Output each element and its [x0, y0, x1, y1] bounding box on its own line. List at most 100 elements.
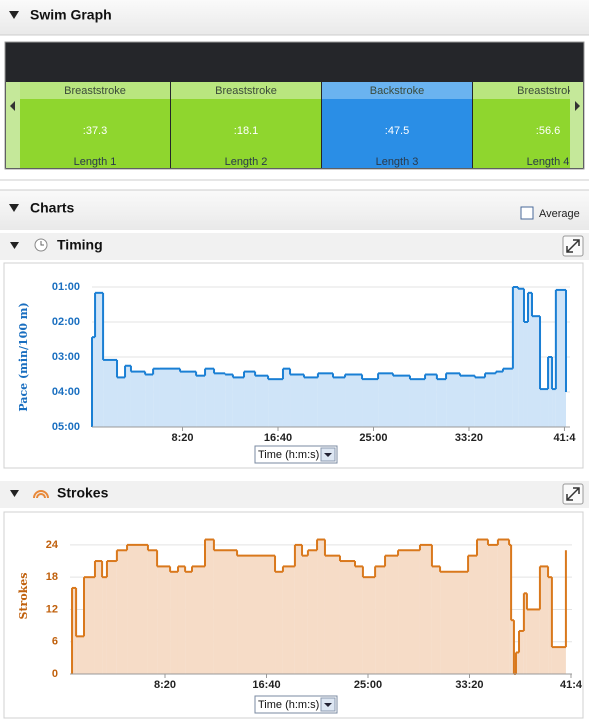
- step-area: [196, 375, 206, 427]
- section-header: [0, 0, 589, 35]
- collapse-arrow[interactable]: [10, 490, 19, 497]
- step-area: [511, 620, 514, 674]
- step-area: [392, 375, 410, 427]
- collapse-arrow[interactable]: [10, 242, 19, 249]
- x-selector[interactable]: [254, 445, 338, 464]
- step-area: [145, 374, 154, 427]
- step-area: [495, 371, 503, 427]
- stroke-band: [322, 82, 472, 99]
- expand-icon: [566, 239, 580, 253]
- step-area: [237, 555, 276, 674]
- y-tick-label: 03:00: [52, 351, 80, 363]
- step-area: [523, 593, 527, 674]
- x-selector-label: Time (h:m:s): [258, 699, 319, 711]
- chart-panel: [3, 262, 584, 469]
- dropdown-arrow: [324, 703, 332, 707]
- step-area: [548, 357, 553, 427]
- step-area: [362, 577, 376, 674]
- step-area: [378, 373, 393, 427]
- stroke-band: [171, 82, 321, 99]
- stroke-type: Backstroke: [370, 85, 424, 97]
- step-area: [512, 287, 519, 427]
- charts: Timing 01:00 02:00 03:00 04:00 05:00 8:20 16:40…: [0, 233, 589, 719]
- step-area: [497, 539, 510, 674]
- step-area: [302, 555, 308, 674]
- length-time: :47.5: [385, 125, 409, 137]
- step-area: [147, 550, 158, 674]
- step-area: [436, 379, 447, 427]
- x-tick-label: 25:00: [354, 679, 382, 691]
- step-area: [191, 566, 205, 674]
- step-area: [130, 371, 146, 427]
- x-tick-label: 25:00: [359, 432, 387, 444]
- step-area: [232, 377, 245, 427]
- arrow-left: [10, 101, 15, 111]
- step-area: [294, 544, 303, 674]
- step-area: [153, 368, 160, 427]
- x-tick-label: 16:40: [264, 432, 292, 444]
- y-tick-label: 02:00: [52, 316, 80, 328]
- x-selector-label: Time (h:m:s): [258, 449, 319, 461]
- chart-header: [0, 481, 589, 508]
- step-area: [431, 566, 441, 674]
- step-area: [84, 577, 95, 674]
- step-area: [515, 652, 520, 674]
- step-area: [523, 322, 528, 427]
- step-area: [177, 566, 186, 674]
- section-header: [0, 190, 589, 230]
- dropdown-arrow: [324, 453, 332, 457]
- chart-header: [0, 233, 589, 260]
- stroke-type: Breaststroke: [215, 85, 277, 97]
- length-time: :37.3: [83, 125, 107, 137]
- step-area: [290, 374, 304, 427]
- y-tick-label: 01:00: [52, 281, 80, 293]
- step-area: [527, 292, 532, 427]
- expand-icon: [566, 487, 580, 501]
- step-area: [157, 566, 171, 674]
- step-area: [324, 555, 340, 674]
- scroll-right[interactable]: [570, 82, 583, 168]
- step-area: [102, 577, 107, 674]
- average-checkbox[interactable]: [520, 206, 534, 220]
- step-area: [409, 379, 426, 427]
- y-tick-label: 0: [52, 668, 58, 680]
- length-label: Length 4: [527, 156, 570, 168]
- length-label: Length 2: [225, 156, 268, 168]
- x-tick-label: 16:40: [252, 679, 280, 691]
- length-tiles: Breaststroke:37.3 Length 1 Breaststroke:18…: [20, 82, 570, 168]
- step-area: [116, 550, 128, 674]
- step-area: [474, 377, 486, 427]
- step-area: [333, 377, 346, 427]
- step-area: [548, 577, 552, 674]
- step-area: [303, 377, 318, 427]
- length-label: Length 3: [376, 156, 419, 168]
- step-area: [275, 571, 283, 674]
- length-time: :56.6: [536, 125, 560, 137]
- step-area: [540, 389, 549, 427]
- step-area: [460, 375, 475, 427]
- x-selector[interactable]: [254, 695, 338, 714]
- stroke-band: [20, 82, 170, 99]
- step-area: [180, 371, 197, 427]
- chart-title: Timing: [57, 237, 103, 253]
- step-area: [551, 647, 566, 674]
- collapse-arrow[interactable]: [9, 204, 19, 212]
- scroll-left[interactable]: [6, 82, 20, 168]
- step-area: [185, 571, 192, 674]
- step-area: [446, 373, 461, 427]
- step-area: [419, 544, 432, 674]
- step-area: [92, 337, 96, 427]
- stroke-type: Breaststroke: [64, 85, 126, 97]
- step-area: [398, 550, 420, 674]
- step-area: [72, 587, 77, 674]
- collapse-arrow[interactable]: [9, 11, 19, 19]
- clock-hands: [40, 241, 44, 246]
- step-area: [255, 375, 269, 427]
- step-area: [317, 373, 334, 427]
- step-area: [519, 630, 524, 674]
- y-tick-label: 12: [46, 603, 58, 615]
- x-tick-label: 41:4: [553, 432, 576, 444]
- length-label: Length 1: [74, 156, 117, 168]
- step-area: [307, 550, 318, 674]
